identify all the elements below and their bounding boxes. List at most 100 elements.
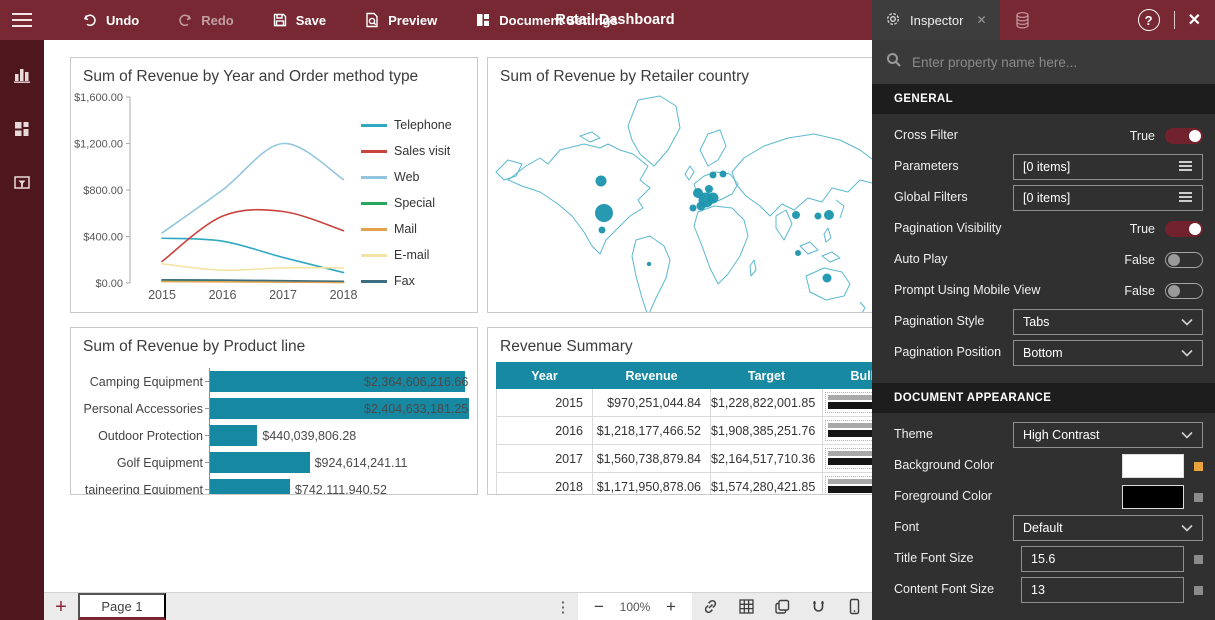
number-input[interactable]: 13 [1021,577,1184,603]
inspector-panel: Inspector ✕ ? ✕ GENERAL Cross Filter True P… [872,0,1215,620]
bullet-measure [828,430,872,437]
bar-track: $742,111,940.52 [209,476,469,495]
zoom-out-icon[interactable]: − [584,593,614,620]
link-icon[interactable] [692,593,728,620]
preview-button[interactable]: Preview [364,12,437,28]
table-cell: $1,228,822,001.85 [711,389,823,417]
color-swatch[interactable] [1122,485,1184,509]
table-row: 2016$1,218,177,466.52$1,908,385,251.76 [497,417,873,445]
dashboard-canvas[interactable]: Sum of Revenue by Year and Order method … [44,40,872,592]
property-label: Cross Filter [894,128,1044,144]
toggle-switch[interactable] [1165,252,1203,268]
property-row-pagination-visibility: Pagination VisibilityTrue [894,216,1203,242]
property-label: Foreground Color [894,489,1044,505]
bullet-graph-cell [823,389,873,417]
list-editor[interactable]: [0 items] [1013,185,1203,211]
kebab-icon[interactable]: ⋮ [548,593,578,620]
widget-line-chart[interactable]: Sum of Revenue by Year and Order method … [70,57,478,313]
property-control: False [1124,283,1203,299]
property-label: Font [894,520,1013,536]
bar-chart: Camping Equipment$2,364,606,216.66Person… [71,358,477,495]
toggle-knob [1168,254,1180,266]
save-button[interactable]: Save [272,12,326,28]
dropdown-select[interactable]: Tabs [1013,309,1203,335]
filter-tool-icon[interactable] [8,170,36,196]
control-value: Tabs [1023,315,1049,329]
tab-close-icon[interactable]: ✕ [976,13,986,27]
property-row-auto-play: Auto Play False [894,247,1203,273]
gear-icon [885,11,901,30]
undo-label: Undo [106,13,139,28]
widget-title: Sum of Revenue by Retailer country [500,68,872,86]
zoom-controls: − 100% + [578,593,692,620]
tab-inspector[interactable]: Inspector ✕ [872,0,1000,40]
add-page-icon[interactable]: + [44,594,78,620]
preview-label: Preview [388,13,437,28]
chevron-down-icon [1181,428,1193,442]
bar-track: $440,039,806.28 [209,422,469,449]
table-cell: $1,908,385,251.76 [711,417,823,445]
section-rows: ThemeHigh ContrastBackground ColorForegr… [872,413,1215,620]
duplicate-icon[interactable] [764,593,800,620]
dropdown-select[interactable]: High Contrast [1013,422,1203,448]
color-swatch[interactable] [1122,454,1184,478]
bullet-measure [828,402,872,409]
redo-label: Redo [201,13,234,28]
svg-text:$0.00: $0.00 [95,278,123,290]
override-marker [1194,586,1203,595]
bullet-graph [825,476,872,495]
property-control: False [1124,252,1203,268]
override-marker [1194,493,1203,502]
table-cell: 2016 [497,417,593,445]
table-cell: $2,164,517,710.36 [711,445,823,473]
svg-text:2015: 2015 [148,288,176,302]
magnet-icon[interactable] [800,593,836,620]
toggle-switch[interactable] [1165,283,1203,299]
grid-icon[interactable] [728,593,764,620]
tab-inspector-label: Inspector [910,13,963,28]
legend-label: Telephone [394,118,452,132]
list-editor[interactable]: [0 items] [1013,154,1203,180]
undo-button[interactable]: Undo [82,12,139,28]
section-header-general: GENERAL [872,84,1215,114]
toggle-switch[interactable] [1165,221,1203,237]
save-label: Save [296,13,326,28]
bullet-graph-cell [823,473,873,496]
components-tool-icon[interactable] [8,116,36,142]
chevron-down-icon [1181,315,1193,329]
redo-button[interactable]: Redo [177,12,234,28]
database-icon[interactable] [1000,0,1046,40]
bar-track: $2,404,633,181.25 [209,395,469,422]
help-icon[interactable]: ? [1138,9,1160,31]
section-rows: Cross FilterTrueParameters[0 items]Globa… [872,114,1215,383]
number-input[interactable]: 15.6 [1021,546,1184,572]
mobile-icon[interactable] [836,593,872,620]
menu-icon[interactable] [0,0,44,40]
widget-map-chart[interactable]: Sum of Revenue by Retailer country [487,57,872,313]
bar-value-label: $742,111,940.52 [295,483,387,496]
legend-item-mail: Mail [361,216,461,242]
chart-tool-icon[interactable] [8,62,36,88]
bullet-measure [828,458,872,465]
zoom-in-icon[interactable]: + [656,593,686,620]
property-control [1122,485,1203,509]
property-control: True [1130,128,1203,144]
revenue-table: YearRevenueTargetBullet G2015$970,251,04… [496,362,872,495]
close-icon[interactable]: ✕ [1188,10,1201,30]
line-chart: $1,600.00$1,200.00$800.00$400.00$0.00201… [73,88,361,304]
search-input[interactable] [912,55,1201,70]
property-label: Prompt Using Mobile View [894,283,1044,299]
property-label: Auto Play [894,252,1044,268]
table-cell: $1,574,280,421.85 [711,473,823,496]
dropdown-select[interactable]: Bottom [1013,340,1203,366]
property-row-pagination-style: Pagination StyleTabs [894,309,1203,335]
property-label: Content Font Size [894,582,1021,598]
page-tab[interactable]: Page 1 [78,593,166,620]
dropdown-select[interactable]: Default [1013,515,1203,541]
control-value: [0 items] [1023,160,1070,174]
widget-bar-chart[interactable]: Sum of Revenue by Product line Camping E… [70,327,478,495]
bar-value-label: $924,614,241.11 [315,456,408,470]
widget-table[interactable]: Revenue Summary YearRevenueTargetBullet … [487,327,872,495]
property-control: High Contrast [1013,422,1203,448]
toggle-switch[interactable] [1165,128,1203,144]
